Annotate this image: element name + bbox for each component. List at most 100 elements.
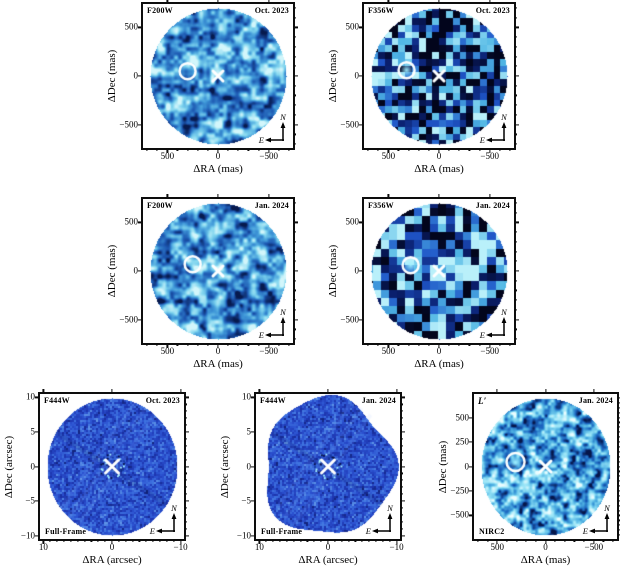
minor-tick-mark	[506, 539, 508, 542]
minor-tick-mark	[334, 539, 336, 542]
minor-tick-mark	[564, 539, 566, 542]
minor-tick-mark	[499, 196, 501, 199]
minor-tick-mark	[554, 391, 556, 394]
major-tick-mark	[35, 431, 40, 433]
x-tick-label: 10	[254, 542, 264, 552]
minor-tick-mark	[389, 539, 391, 542]
minor-tick-mark	[37, 459, 40, 461]
minor-tick-mark	[140, 299, 143, 301]
minor-tick-mark	[361, 289, 364, 292]
minor-tick-mark	[227, 1, 229, 4]
minor-tick-mark	[176, 343, 179, 346]
minor-tick-mark	[176, 148, 179, 151]
filter-label: F356W	[368, 6, 394, 15]
major-tick-mark	[395, 539, 398, 544]
minor-tick-mark	[617, 470, 620, 472]
major-tick-mark	[395, 389, 398, 394]
minor-tick-mark	[617, 412, 620, 414]
y-tick-label: 5	[246, 426, 252, 437]
minor-tick-mark	[288, 343, 290, 346]
minor-tick-mark	[361, 7, 364, 9]
major-tick-mark	[438, 0, 440, 4]
minor-tick-mark	[293, 36, 296, 38]
minor-tick-mark	[471, 529, 474, 531]
minor-tick-mark	[227, 148, 229, 151]
minor-tick-mark	[509, 343, 511, 346]
minor-tick-mark	[514, 338, 517, 340]
minor-tick-mark	[207, 196, 209, 199]
minor-tick-mark	[361, 46, 364, 48]
minor-tick-mark	[408, 1, 410, 4]
major-tick-mark	[387, 343, 389, 348]
minor-tick-mark	[514, 133, 517, 135]
minor-tick-mark	[184, 479, 187, 481]
minor-tick-mark	[118, 539, 120, 542]
minor-tick-mark	[428, 343, 430, 346]
minor-tick-mark	[299, 539, 302, 542]
major-tick-mark	[496, 389, 498, 394]
minor-tick-mark	[138, 539, 141, 542]
minor-tick-mark	[471, 451, 474, 453]
minor-tick-mark	[361, 85, 364, 87]
minor-tick-mark	[347, 539, 350, 542]
minor-tick-mark	[617, 397, 620, 399]
minor-tick-mark	[478, 196, 481, 199]
minor-tick-mark	[486, 391, 489, 394]
x-tick-label: 500	[381, 346, 396, 356]
major-tick-mark	[111, 539, 113, 544]
minor-tick-mark	[140, 85, 143, 87]
minor-tick-mark	[471, 397, 474, 399]
compass-north-label: N	[279, 112, 287, 122]
minor-tick-mark	[253, 459, 256, 461]
minor-tick-mark	[382, 391, 384, 394]
minor-tick-mark	[37, 472, 40, 474]
compass-icon: N E	[365, 503, 394, 536]
minor-tick-mark	[408, 343, 410, 346]
major-tick-mark	[496, 539, 498, 544]
compass-north-label: N	[170, 503, 178, 513]
minor-tick-mark	[184, 459, 187, 461]
minor-tick-mark	[471, 470, 474, 472]
minor-tick-mark	[514, 202, 517, 204]
minor-tick-mark	[131, 539, 134, 542]
y-tick-label: 250	[455, 436, 470, 447]
major-tick-mark	[251, 534, 256, 537]
major-tick-mark	[35, 396, 40, 399]
minor-tick-mark	[247, 343, 249, 346]
minor-tick-mark	[257, 343, 260, 346]
minor-tick-mark	[293, 133, 296, 135]
minor-tick-mark	[63, 539, 65, 542]
minor-tick-mark	[37, 410, 40, 412]
minor-tick-mark	[187, 1, 189, 4]
minor-tick-mark	[293, 280, 296, 282]
compass-east-label: E	[258, 135, 265, 145]
minor-tick-mark	[617, 505, 620, 507]
minor-tick-mark	[146, 1, 148, 4]
minor-tick-mark	[83, 539, 86, 542]
major-tick-mark	[166, 148, 168, 153]
minor-tick-mark	[247, 148, 249, 151]
minor-tick-mark	[63, 391, 65, 394]
major-tick-mark	[400, 465, 405, 468]
minor-tick-mark	[617, 436, 620, 438]
minor-tick-mark	[509, 1, 511, 4]
major-tick-mark	[593, 389, 595, 394]
compass-icon: N E	[258, 307, 287, 340]
major-tick-mark	[251, 431, 256, 433]
compass-icon: N E	[582, 503, 611, 536]
minor-tick-mark	[617, 500, 620, 502]
noise-map-canvas	[474, 394, 617, 539]
minor-tick-mark	[468, 148, 470, 151]
minor-tick-mark	[184, 403, 187, 405]
minor-tick-mark	[471, 456, 474, 458]
major-tick-mark	[617, 441, 620, 443]
major-tick-mark	[293, 270, 298, 272]
minor-tick-mark	[514, 260, 517, 262]
minor-tick-mark	[361, 65, 364, 67]
minor-tick-mark	[138, 391, 141, 394]
minor-tick-mark	[361, 241, 364, 243]
minor-tick-mark	[400, 438, 403, 440]
minor-tick-mark	[514, 17, 517, 19]
compass-icon: N E	[479, 112, 508, 145]
minor-tick-mark	[173, 539, 175, 542]
